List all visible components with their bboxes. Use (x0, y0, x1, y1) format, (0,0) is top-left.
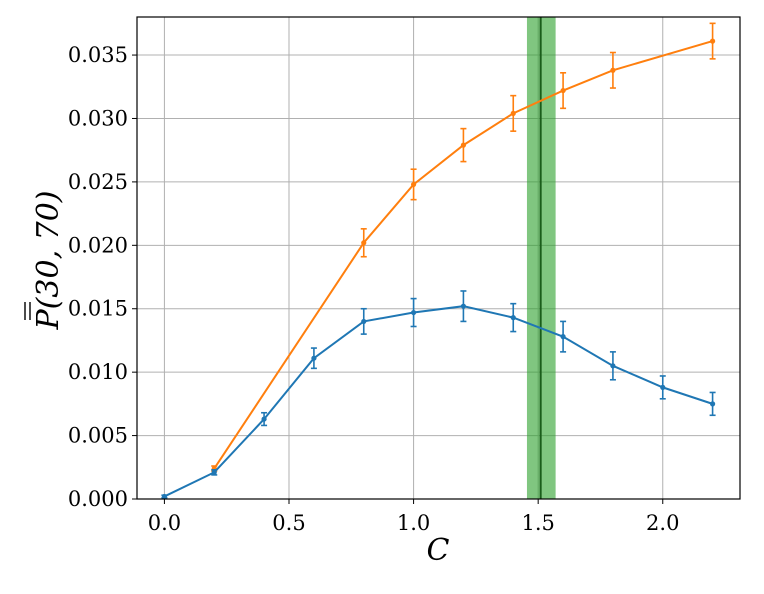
series-layer (161, 22, 716, 500)
band (526, 17, 556, 499)
y-tick-label: 0.015 (68, 297, 128, 321)
y-tick-label: 0.005 (68, 424, 128, 448)
y-tick-label: 0.025 (68, 170, 128, 194)
series-2 (161, 290, 716, 500)
data-point (610, 67, 616, 73)
y-tick-label: 0.000 (68, 487, 128, 511)
x-tick-label: 1.0 (397, 511, 430, 535)
data-point (560, 87, 566, 94)
data-point (460, 142, 467, 148)
data-point (709, 401, 716, 407)
grid (137, 17, 740, 500)
x-tick-label: 2.0 (646, 511, 679, 535)
data-point (660, 384, 666, 390)
y-tick-label: 0.010 (68, 360, 128, 384)
x-tick-label: 1.5 (521, 511, 554, 535)
data-point (510, 110, 516, 116)
data-point (410, 181, 417, 188)
y-tick-label: 0.035 (68, 43, 128, 67)
data-point (361, 240, 367, 246)
series-line (213, 40, 713, 470)
x-tick-label: 0.5 (272, 511, 305, 535)
series-line (163, 305, 713, 498)
series-1 (211, 22, 716, 472)
y-tick-label: 0.020 (68, 233, 128, 257)
y-tick-label: 0.030 (68, 106, 128, 130)
data-point (460, 303, 467, 309)
x-tick-label: 0.0 (148, 511, 181, 535)
data-point (610, 363, 616, 369)
data-point (361, 318, 367, 325)
data-point (560, 334, 566, 340)
ticks (132, 54, 664, 504)
x-tick-labels: 0.0 0.5 1.0 1.5 2.0 (148, 511, 680, 535)
data-point (410, 309, 417, 316)
y-axis-label: P(30, 70) (31, 190, 66, 330)
data-point (211, 469, 217, 475)
y-tick-labels: 0.000 0.005 0.010 0.015 0.020 0.025 0.030 0.035 (68, 43, 128, 511)
data-point (709, 38, 716, 44)
data-point (261, 416, 267, 422)
data-point (311, 355, 317, 361)
plot-frame (136, 16, 741, 500)
data-point (161, 493, 168, 500)
x-axis-label: C (427, 533, 450, 568)
data-point (510, 315, 516, 321)
y-axis-label-group: P(30, 70) (24, 190, 66, 331)
